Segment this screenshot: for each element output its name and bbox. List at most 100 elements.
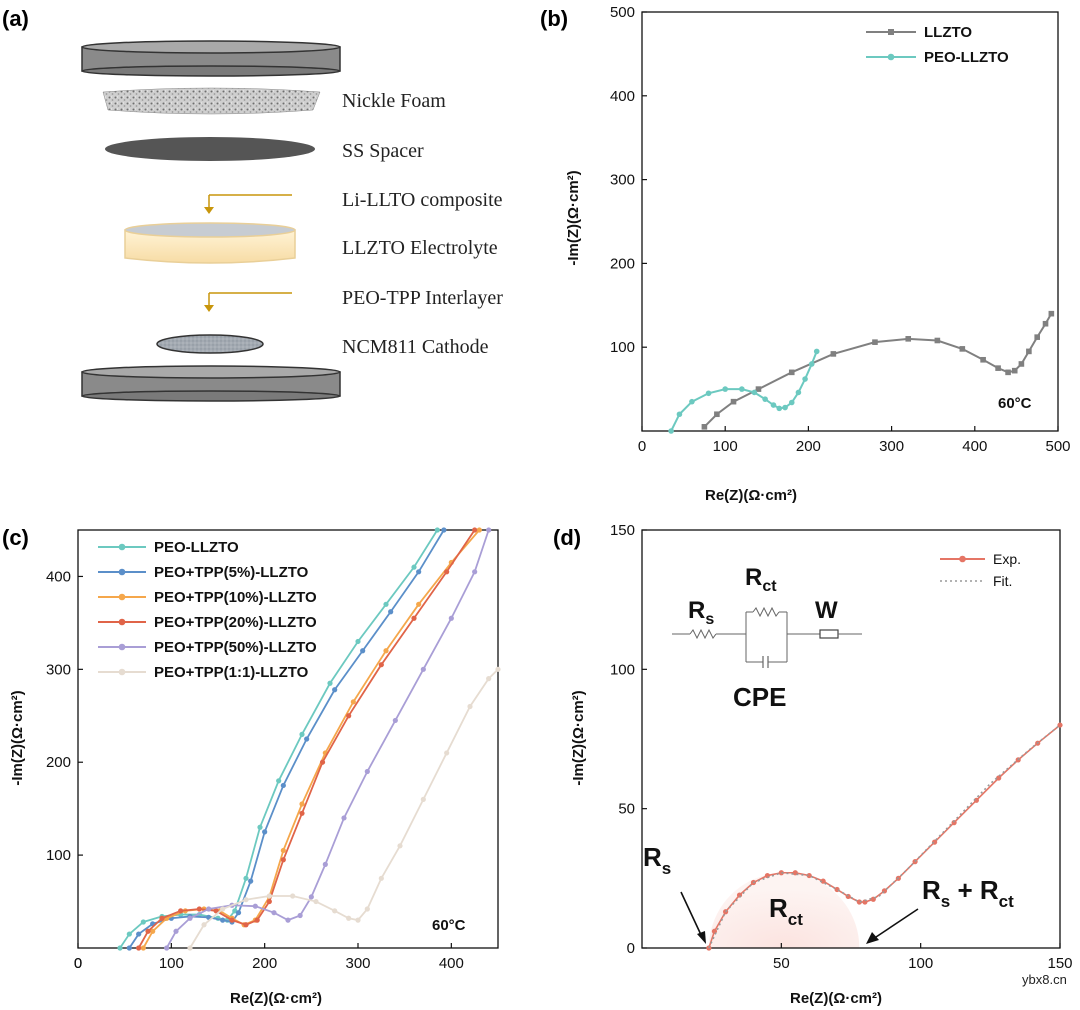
data-point bbox=[327, 680, 333, 686]
x-axis-label: Re(Z)(Ω·cm²) bbox=[705, 487, 797, 504]
data-point bbox=[308, 894, 314, 900]
data-point bbox=[995, 365, 1001, 371]
data-point bbox=[257, 824, 263, 830]
data-point bbox=[319, 759, 326, 765]
x-tick-label: 150 bbox=[1047, 955, 1072, 972]
data-point bbox=[290, 893, 296, 899]
data-point bbox=[229, 917, 235, 923]
data-point bbox=[705, 390, 712, 397]
y-tick-label: 300 bbox=[46, 661, 71, 678]
plot-frame bbox=[641, 11, 1059, 432]
x-tick-label: 400 bbox=[439, 955, 464, 972]
panel-a: (a) Nickle Foam SS Spacer Li-LLTO compos… bbox=[2, 6, 503, 402]
data-point bbox=[813, 348, 820, 355]
data-point bbox=[472, 527, 478, 533]
data-point bbox=[266, 893, 272, 899]
data-point bbox=[266, 898, 272, 905]
data-point bbox=[420, 666, 426, 672]
data-point bbox=[808, 361, 815, 367]
data-point bbox=[980, 356, 986, 363]
data-point bbox=[444, 569, 450, 575]
data-point bbox=[220, 906, 226, 912]
data-point bbox=[802, 376, 808, 382]
x-tick-label: 50 bbox=[773, 955, 790, 972]
data-point bbox=[360, 648, 366, 654]
data-point bbox=[1048, 310, 1055, 317]
legend-marker bbox=[118, 543, 126, 551]
y-tick-label: 100 bbox=[610, 661, 635, 678]
annotation-rs-arrow bbox=[680, 891, 703, 938]
data-point bbox=[254, 917, 260, 923]
data-point bbox=[416, 601, 422, 607]
legend-marker bbox=[118, 643, 126, 651]
data-point bbox=[397, 843, 403, 849]
data-point bbox=[795, 389, 802, 396]
circuit-rct-label: Rct bbox=[745, 564, 777, 595]
panel-b-label: (b) bbox=[540, 6, 568, 31]
data-point bbox=[187, 945, 193, 951]
panel-c-label: (c) bbox=[2, 525, 29, 550]
data-point bbox=[213, 908, 219, 914]
data-point bbox=[444, 750, 450, 756]
label-ss-spacer: SS Spacer bbox=[342, 140, 424, 162]
data-point bbox=[1011, 367, 1018, 374]
data-point bbox=[252, 903, 258, 909]
rct-resistor-icon bbox=[752, 606, 780, 618]
data-point bbox=[1005, 369, 1011, 376]
legend-marker bbox=[959, 555, 966, 563]
data-point bbox=[280, 782, 286, 789]
plot-frame bbox=[77, 529, 499, 949]
data-point bbox=[723, 909, 729, 915]
rs-resistor-icon bbox=[689, 628, 717, 640]
data-point bbox=[299, 810, 305, 816]
data-point bbox=[751, 389, 758, 396]
label-peo-tpp: PEO-TPP Interlayer bbox=[342, 287, 503, 309]
x-axis-label: Re(Z)(Ω·cm²) bbox=[230, 990, 322, 1007]
data-point bbox=[243, 897, 249, 903]
data-point bbox=[159, 915, 165, 921]
data-point bbox=[243, 922, 249, 928]
data-point bbox=[689, 398, 695, 405]
llzto-electrolyte bbox=[124, 222, 296, 264]
annotation-rs: Rs bbox=[643, 842, 671, 878]
x-tick-label: 100 bbox=[713, 438, 738, 455]
series-line-5 bbox=[189, 668, 499, 949]
data-point bbox=[378, 662, 384, 668]
data-point bbox=[830, 351, 837, 357]
data-point bbox=[668, 428, 674, 434]
x-tick-label: 500 bbox=[1045, 438, 1070, 455]
y-tick-label: 300 bbox=[610, 172, 635, 189]
data-point bbox=[1034, 334, 1040, 340]
data-point bbox=[297, 912, 303, 919]
label-li-llto: Li-LLTO composite bbox=[342, 189, 503, 211]
y-tick-label: 50 bbox=[618, 801, 635, 818]
series-line-1 bbox=[708, 724, 1061, 949]
data-point bbox=[355, 638, 361, 645]
panel-a-label: (a) bbox=[2, 6, 29, 31]
watermark: ybx8.cn bbox=[1022, 972, 1067, 987]
data-point bbox=[714, 411, 720, 418]
data-point bbox=[187, 915, 193, 921]
legend-marker bbox=[118, 593, 126, 601]
chart-b: 0 100 200 300 400 500 100 200 300 400 500 Re(Z)(Ω·c… bbox=[565, 4, 1071, 504]
data-point bbox=[150, 928, 156, 934]
data-point bbox=[476, 527, 482, 533]
legend-label: PEO-LLZTO bbox=[924, 49, 1009, 66]
data-point bbox=[206, 906, 212, 912]
data-point bbox=[905, 336, 912, 342]
data-point bbox=[1057, 722, 1063, 728]
data-point bbox=[770, 402, 777, 408]
data-point bbox=[392, 717, 398, 724]
legend-label: Exp. bbox=[993, 551, 1021, 567]
y-tick-label: 100 bbox=[610, 339, 635, 356]
data-point bbox=[332, 687, 338, 693]
panel-c: (c) 0 100 200 300 4001002003004000Re(Z)(Ω·cm… bbox=[2, 525, 501, 1007]
panel-d: (d) 50 100 150 0 50 100 150 Re(Z)(Ω·cm²) -Im(Z)(… bbox=[553, 522, 1073, 1007]
warburg-element-icon bbox=[819, 629, 839, 639]
plot-frame bbox=[641, 529, 1061, 949]
data-point bbox=[313, 898, 319, 905]
legend-marker bbox=[887, 53, 895, 61]
series-line-4 bbox=[165, 529, 490, 949]
top-case bbox=[81, 40, 341, 77]
